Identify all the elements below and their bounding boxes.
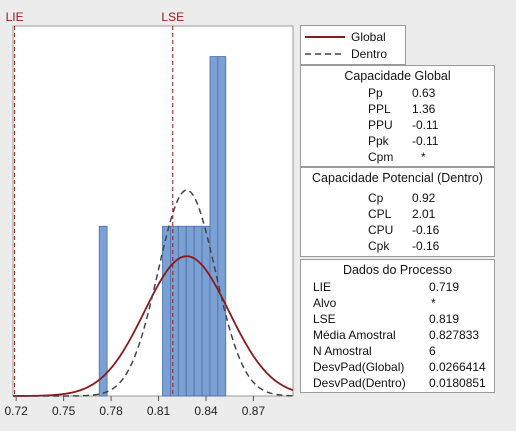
legend: Global Dentro [300,25,406,65]
x-tick-label: 0.75 [52,404,76,418]
curve-dentro [13,189,294,397]
capacidade-global-title: Capacidade Global [344,69,451,83]
legend-label-global: Global [351,30,386,44]
dados-processo-panel: Dados do Processo LIE 0.719 Alvo * LSE 0… [300,259,495,393]
spec-label-lie: LIE [6,10,24,24]
x-tick-label: 0.81 [147,404,171,418]
histogram-bar [209,56,219,397]
histogram-bar [201,225,211,397]
capacidade-global-panel: Capacidade Global Pp 0.63 PPL 1.36 PPU -… [300,65,495,167]
spec-label-lse: LSE [161,10,184,24]
histogram-bars [98,56,227,397]
dados-processo-title: Dados do Processo [342,263,453,277]
x-tick-label: 0.72 [4,404,28,418]
x-tick-label: 0.84 [194,404,218,418]
histogram-bar [162,225,171,397]
x-axis: 0.72 0.75 0.78 0.81 0.84 0.87 [4,396,265,418]
histogram-bar [98,225,108,397]
legend-item-dentro: Dentro [305,46,387,62]
distribution-curves [13,189,294,397]
histogram-bar [193,225,203,397]
capacidade-potencial-panel: Capacidade Potencial (Dentro) Cp 0.92 CP… [300,167,495,257]
histogram-bar [185,225,195,397]
x-tick-label: 0.87 [242,404,266,418]
plot-area [12,25,294,397]
histogram-bar [177,225,187,397]
legend-item-global: Global [305,29,386,45]
histogram-bar [170,225,179,397]
x-tick-label: 0.78 [99,404,123,418]
histogram-bar [217,56,227,397]
dashed-line-swatch [305,53,345,55]
solid-line-swatch [305,36,345,38]
spec-limit-lines: LIE LSE [6,10,184,396]
capacidade-potencial-title: Capacidade Potencial (Dentro) [312,171,483,185]
legend-label-dentro: Dentro [351,47,388,61]
